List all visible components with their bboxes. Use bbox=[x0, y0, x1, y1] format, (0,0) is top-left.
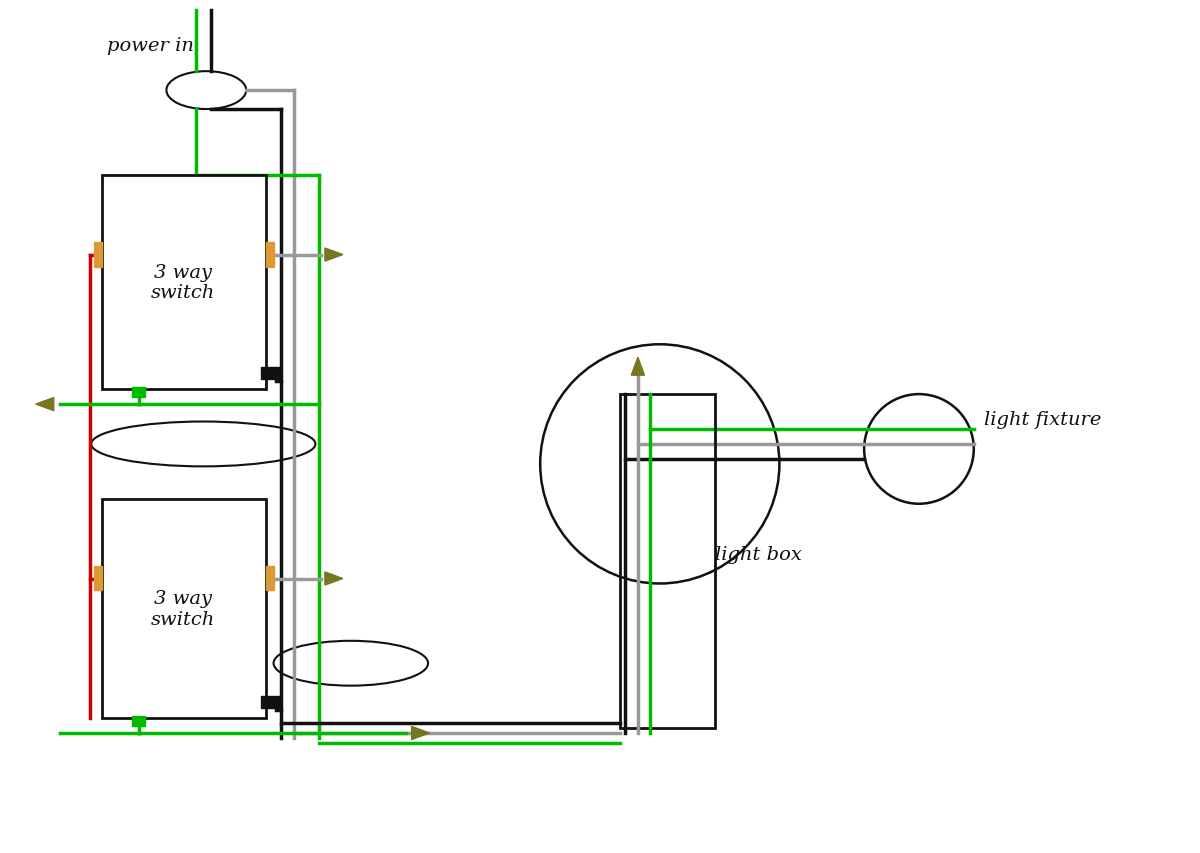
Bar bbox=[266, 566, 274, 591]
Bar bbox=[262, 368, 280, 380]
Text: light fixture: light fixture bbox=[984, 410, 1102, 428]
Text: 3 way
switch: 3 way switch bbox=[151, 589, 216, 628]
Bar bbox=[132, 717, 145, 726]
Bar bbox=[102, 499, 266, 718]
Bar bbox=[94, 242, 102, 267]
Bar bbox=[266, 242, 274, 267]
Polygon shape bbox=[325, 249, 343, 262]
Text: power in: power in bbox=[107, 38, 193, 55]
Bar bbox=[132, 387, 145, 397]
Polygon shape bbox=[412, 727, 430, 740]
Bar bbox=[94, 566, 102, 591]
Polygon shape bbox=[36, 398, 54, 411]
Bar bbox=[102, 176, 266, 390]
Polygon shape bbox=[631, 357, 644, 375]
Bar bbox=[262, 696, 280, 708]
Text: light box: light box bbox=[715, 545, 802, 563]
Polygon shape bbox=[325, 572, 343, 585]
Text: 3 way
switch: 3 way switch bbox=[151, 264, 216, 302]
Bar bbox=[620, 395, 715, 728]
